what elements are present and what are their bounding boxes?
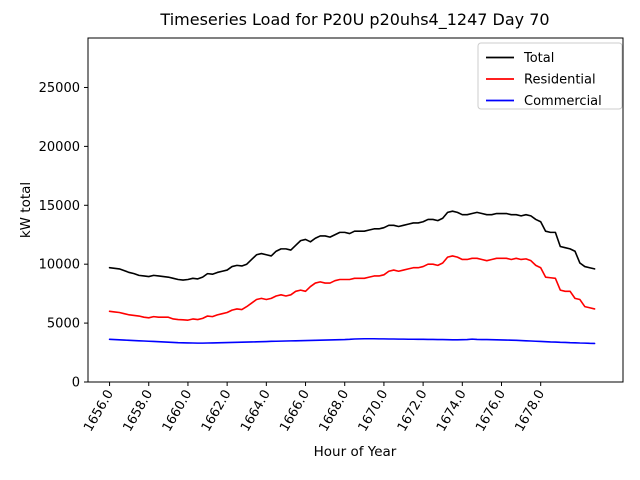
series-line-commercial [108,337,596,345]
legend-box [477,42,623,110]
x-ticks: 1656.0 1658.0 1660.0 1662.0 1664.0 1666.0 1668… [81,382,548,434]
y-tick-label: 15000 [39,199,80,214]
x-tick-label: 1662.0 [199,388,235,435]
x-tick-label: 1658.0 [120,388,156,435]
x-tick-label: 1670.0 [356,388,392,435]
y-tick-label: 25000 [39,81,80,96]
legend: Total Residential Commercial [477,42,623,110]
y-axis-label: kW total [18,182,34,238]
x-tick-label: 1678.0 [512,388,548,435]
x-tick-label: 1666.0 [277,388,313,435]
x-tick-label: 1674.0 [434,388,470,435]
y-tick-label: 10000 [39,258,80,273]
y-ticks: 0 5000 10000 15000 20000 25000 [39,81,88,391]
legend-label-commercial: Commercial [524,94,602,109]
series-lines [108,210,596,345]
legend-label-residential: Residential [524,73,596,88]
y-tick-label: 5000 [47,317,80,332]
series-line-residential [108,255,596,321]
x-tick-label: 1668.0 [316,388,352,435]
plot-area [87,37,624,383]
y-tick-label: 20000 [39,140,80,155]
x-tick-label: 1676.0 [473,388,509,435]
x-tick-label: 1672.0 [395,388,431,435]
legend-label-total: Total [523,51,554,66]
x-tick-label: 1660.0 [160,388,196,435]
chart-title: Timeseries Load for P20U p20uhs4_1247 Da… [159,10,549,30]
x-tick-label: 1656.0 [81,388,117,435]
y-tick-label: 0 [72,376,80,391]
x-tick-label: 1664.0 [238,388,274,435]
x-axis-label: Hour of Year [314,444,397,460]
series-line-total [108,210,596,281]
